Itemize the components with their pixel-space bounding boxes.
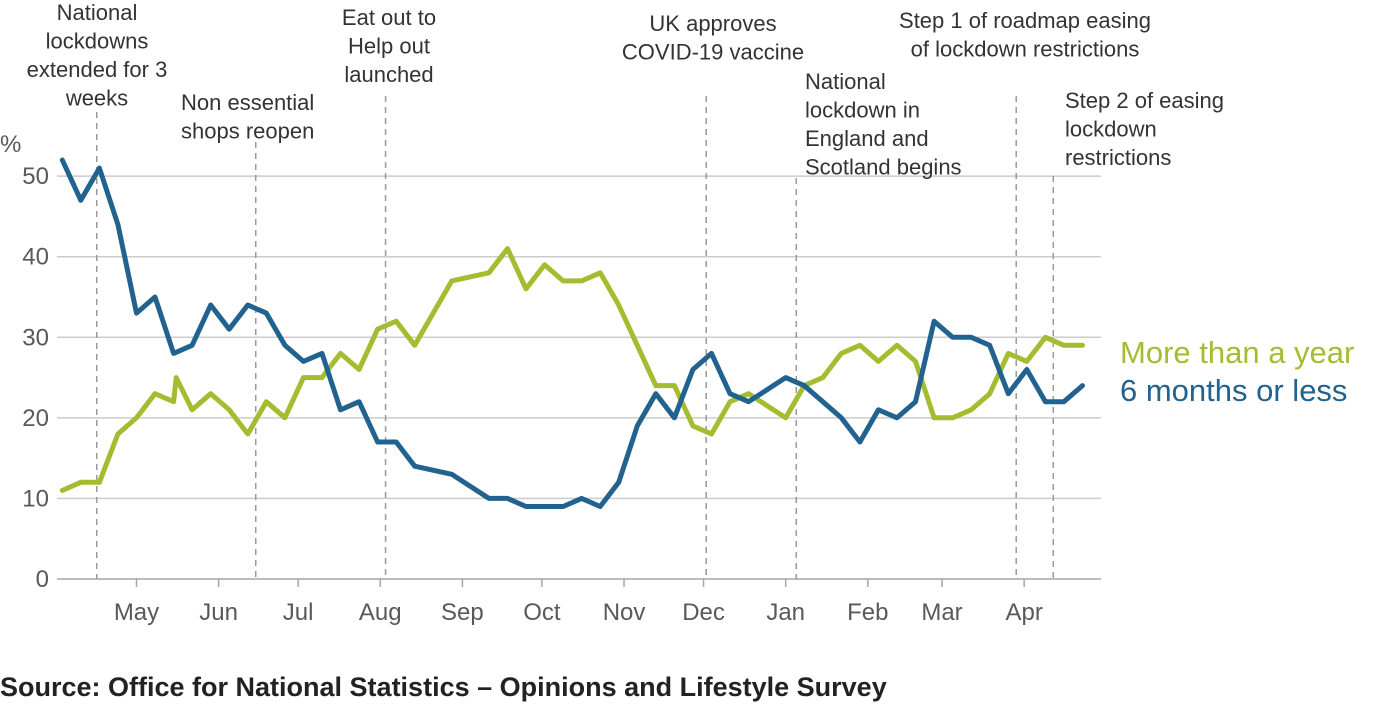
x-tick-label: Oct	[523, 599, 561, 626]
event-annotation: National lockdowns extended for 3 weeks	[27, 0, 168, 111]
event-annotation-line: UK approves	[649, 11, 776, 36]
event-annotation-line: restrictions	[1065, 145, 1171, 170]
x-tick-label: Aug	[359, 599, 402, 626]
y-tick-label: 0	[36, 566, 49, 593]
event-annotation-line: England and	[805, 126, 929, 151]
legend-label: 6 months or less	[1120, 373, 1347, 408]
event-annotation: Step 2 of easing lockdown restrictions	[1065, 88, 1224, 170]
series-line-more-than-a-year	[59, 246, 1085, 493]
event-annotation: Non essential shops reopen	[181, 90, 314, 144]
grid-lines	[57, 175, 1101, 580]
source-note: Source: Office for National Statistics –…	[0, 672, 887, 702]
y-tick-label: 10	[22, 485, 49, 512]
event-annotation-line: Help out	[348, 34, 430, 59]
event-annotation-line: lockdowns	[46, 29, 149, 54]
event-annotation-line: launched	[344, 62, 433, 87]
event-annotation-line: shops reopen	[181, 119, 314, 144]
axes: 0 10 20 30 40 50% May Jun Jul Aug Sep Oct Nov Dec Jan F…	[0, 131, 1043, 626]
line-chart: National lockdowns extended for 3 weeks Non …	[0, 0, 1354, 626]
x-tick-label: Feb	[847, 599, 888, 626]
event-annotation-line: weeks	[65, 86, 128, 111]
x-tick-label: Jan	[766, 599, 805, 626]
x-tick-label: Mar	[921, 599, 962, 626]
event-annotation-line: extended for 3	[27, 57, 168, 82]
event-annotation-line: Step 1 of roadmap easing	[899, 8, 1151, 33]
event-annotation-line: of lockdown restrictions	[911, 37, 1140, 62]
event-annotation-line: Scotland begins	[805, 155, 962, 180]
x-tick-label: Nov	[603, 599, 646, 626]
event-annotation-line: COVID-19 vaccine	[622, 40, 804, 65]
x-tick-label: Jun	[199, 599, 238, 626]
y-tick-label: 30	[22, 324, 49, 351]
x-tick-label: Dec	[682, 599, 725, 626]
y-axis-label: %	[0, 131, 21, 158]
event-annotation: Eat out to Help out launched	[342, 5, 436, 87]
event-annotation-line: lockdown	[1065, 117, 1157, 142]
series-line-6-months-or-less	[59, 157, 1085, 509]
event-annotation: National lockdown in England and Scotland b…	[805, 69, 962, 180]
event-annotation-line: National	[57, 0, 138, 25]
event-annotation-line: Eat out to	[342, 5, 436, 30]
series-lines	[59, 157, 1085, 509]
event-annotation-line: Non essential	[181, 90, 314, 115]
event-annotation-line: lockdown in	[805, 98, 920, 123]
legend-label: More than a year	[1120, 335, 1354, 370]
event-annotation-line: Step 2 of easing	[1065, 88, 1224, 113]
y-tick-label: 20	[22, 405, 49, 432]
event-annotation: Step 1 of roadmap easing of lockdown rest…	[899, 8, 1151, 62]
x-tick-label: Jul	[283, 599, 314, 626]
x-tick-label: Apr	[1005, 599, 1042, 626]
event-annotation-line: National	[805, 69, 886, 94]
x-tick-label: Sep	[441, 599, 484, 626]
y-tick-label: 40	[22, 244, 49, 271]
y-tick-label: 50	[22, 163, 49, 190]
event-annotation: UK approves COVID-19 vaccine	[622, 11, 804, 65]
x-tick-label: May	[114, 599, 159, 626]
event-markers: National lockdowns extended for 3 weeks Non …	[27, 0, 1224, 579]
